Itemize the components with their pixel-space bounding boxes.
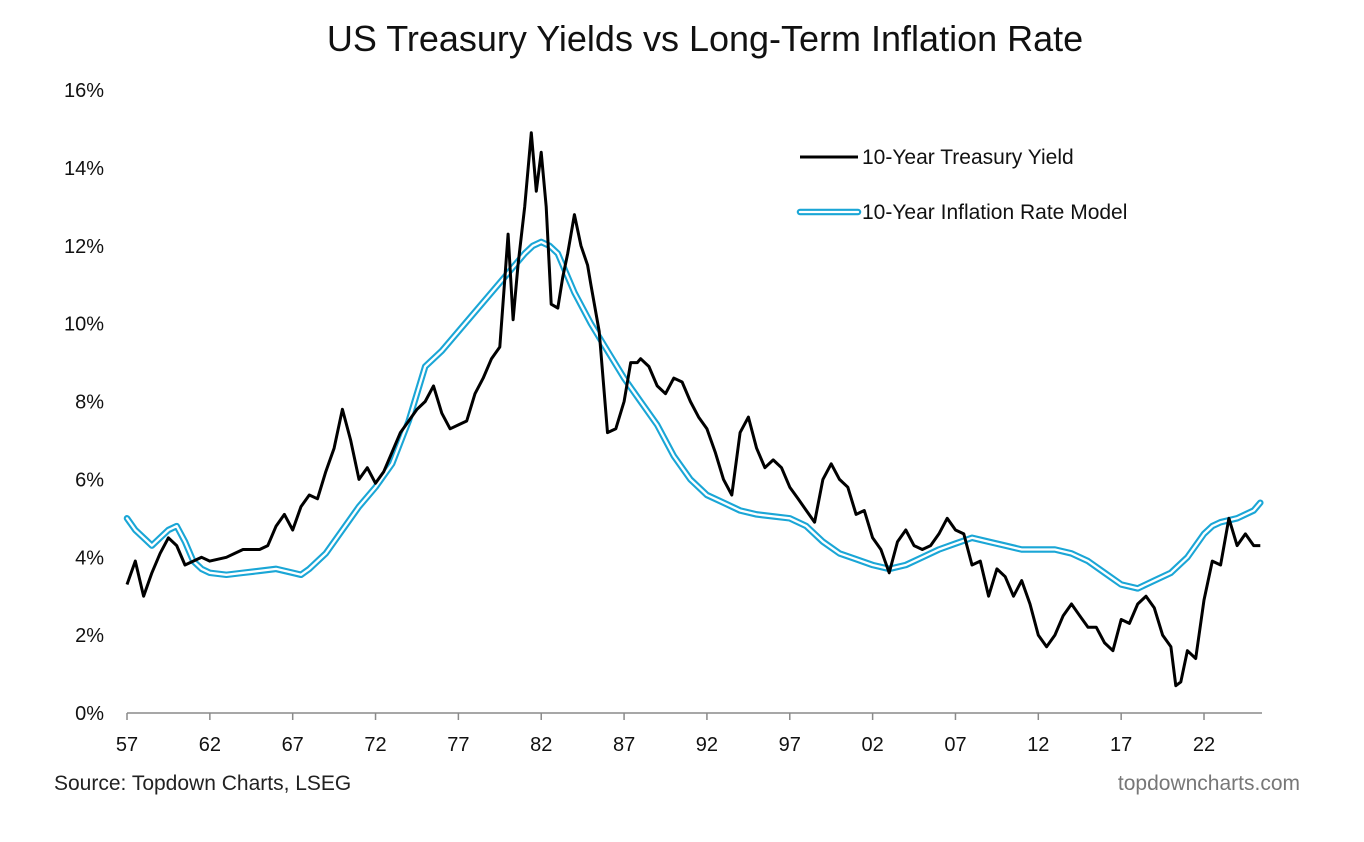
- x-tick-label: 12: [1027, 734, 1049, 756]
- y-tick-label: 12%: [64, 236, 104, 258]
- y-tick-label: 16%: [64, 80, 104, 102]
- legend-label-10-year-inflation-rate-model: 10-Year Inflation Rate Model: [862, 201, 1127, 224]
- x-tick-label: 07: [944, 734, 966, 756]
- x-tick-label: 87: [613, 734, 635, 756]
- series-line-inner-10-year-inflation-rate-model: [125, 240, 1262, 590]
- x-tick-label: 57: [116, 734, 138, 756]
- x-tick-label: 72: [364, 734, 386, 756]
- y-tick-label: 14%: [64, 158, 104, 180]
- y-tick-label: 10%: [64, 314, 104, 336]
- x-tick-label: 17: [1110, 734, 1132, 756]
- series-line-10-year-treasury-yield: [125, 131, 1261, 688]
- source-note: Source: Topdown Charts, LSEG: [54, 772, 352, 795]
- y-tick-label: 8%: [75, 392, 104, 414]
- y-tick-label: 2%: [75, 625, 104, 647]
- x-tick-label: 67: [282, 734, 304, 756]
- x-tick-label: 92: [696, 734, 718, 756]
- chart-title: US Treasury Yields vs Long-Term Inflatio…: [326, 18, 1084, 59]
- x-tick-label: 97: [779, 734, 801, 756]
- x-tick-label: 77: [447, 734, 469, 756]
- x-tick-label: 02: [861, 734, 883, 756]
- x-tick-label: 82: [530, 734, 552, 756]
- y-tick-label: 0%: [75, 703, 104, 725]
- y-tick-label: 4%: [75, 547, 104, 569]
- y-tick-label: 6%: [75, 469, 104, 491]
- x-tick-label: 22: [1193, 734, 1215, 756]
- legend: 10-Year Treasury Yield 10-Year Inflation …: [796, 146, 1127, 224]
- brand-url: topdowncharts.com: [1117, 772, 1300, 795]
- series-line-10-year-inflation-rate-model: [123, 238, 1264, 592]
- plot-area: [123, 131, 1264, 688]
- axes: 0% 2% 4% 6% 8% 10% 12% 14% 16% 57 62 67 72 77 82 87 92 97…: [64, 80, 1262, 756]
- legend-label-10-year-treasury-yield: 10-Year Treasury Yield: [862, 146, 1074, 169]
- x-tick-label: 62: [199, 734, 221, 756]
